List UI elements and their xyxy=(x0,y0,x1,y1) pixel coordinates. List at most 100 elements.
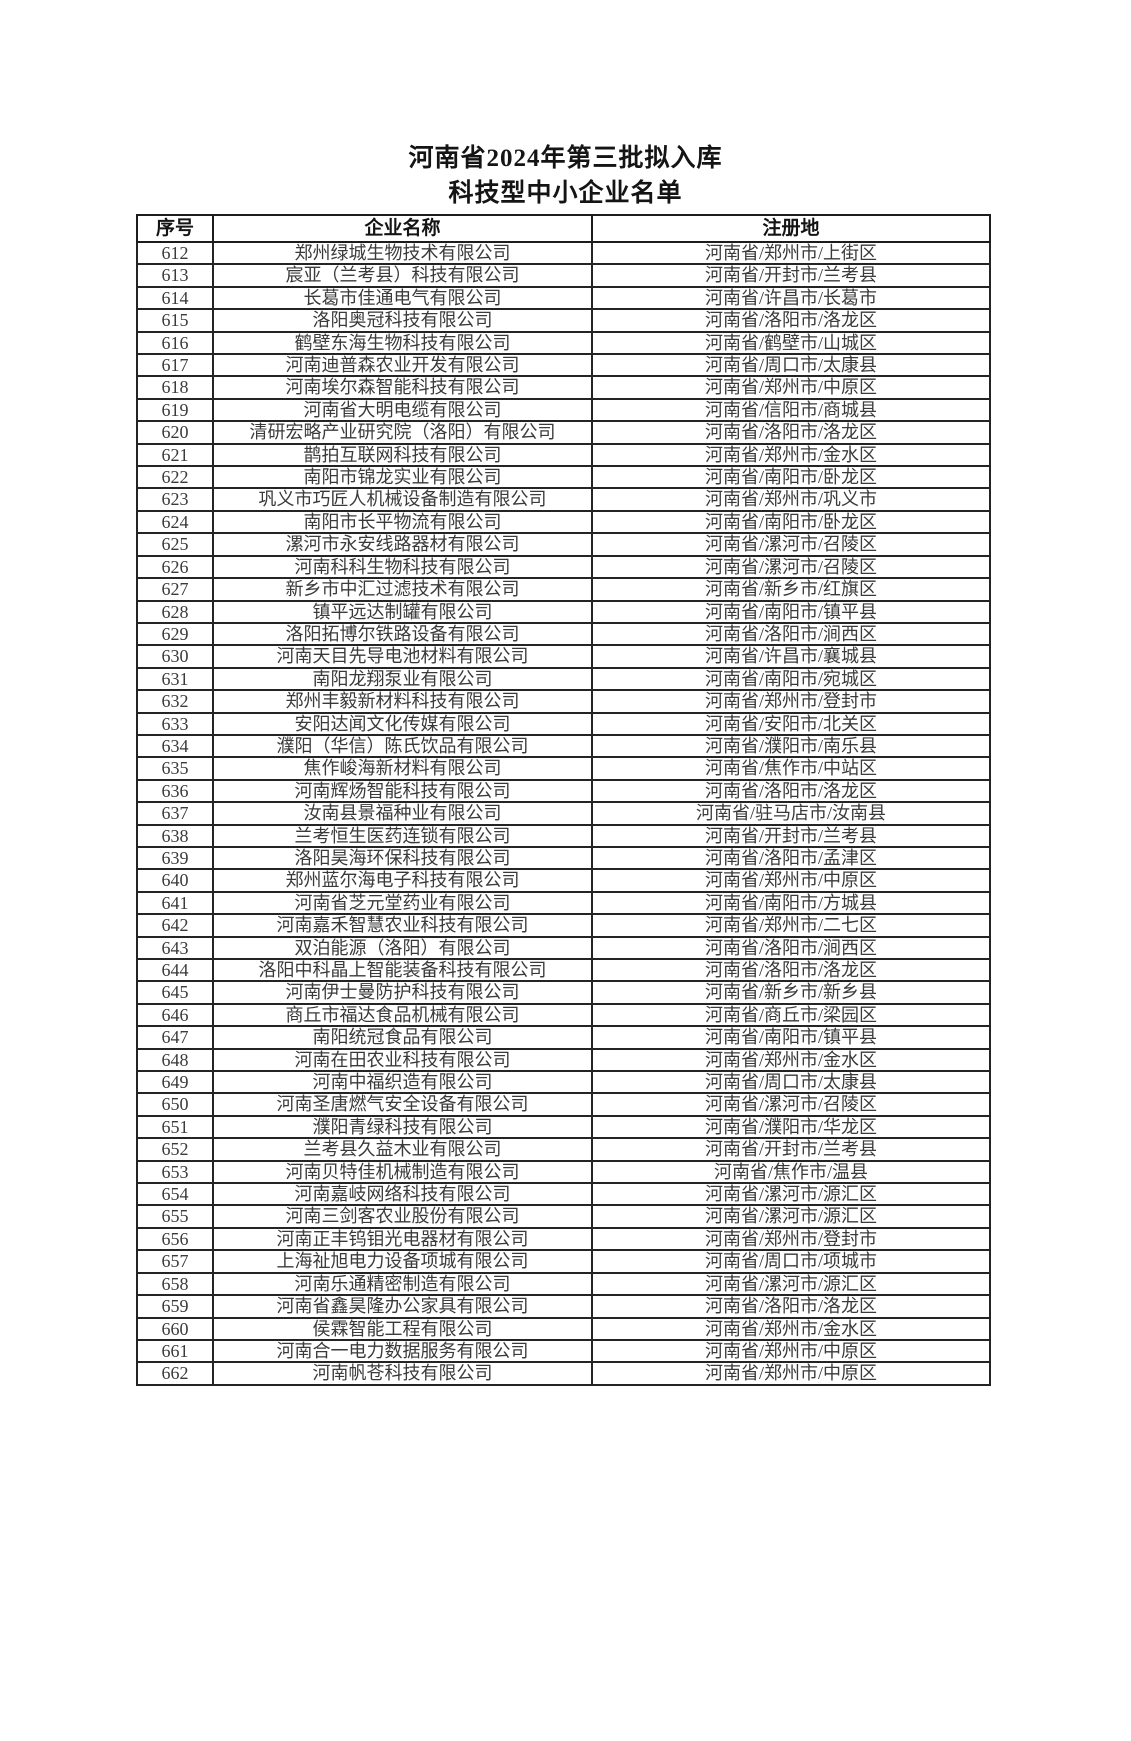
serial-number-cell: 644 xyxy=(136,957,214,983)
table-row: 631 南阳龙翔泵业有限公司 河南省/南阳市/宛城区 xyxy=(136,666,991,692)
table-row: 651 濮阳青绿科技有限公司 河南省/濮阳市/华龙区 xyxy=(136,1114,991,1140)
table-row: 653 河南贝特佳机械制造有限公司 河南省/焦作市/温县 xyxy=(136,1159,991,1185)
table-row: 661 河南合一电力数据服务有限公司 河南省/郑州市/中原区 xyxy=(136,1338,991,1364)
serial-number-cell: 661 xyxy=(136,1338,214,1364)
company-name-cell: 河南三剑客农业股份有限公司 xyxy=(212,1204,593,1229)
serial-number-cell: 641 xyxy=(136,890,214,916)
serial-number-cell: 625 xyxy=(136,532,214,557)
serial-number-cell: 647 xyxy=(136,1025,214,1050)
company-name-cell: 商丘市福达食品机械有限公司 xyxy=(212,1002,593,1028)
serial-number-cell: 635 xyxy=(136,756,214,781)
company-name-cell: 河南省大明电缆有限公司 xyxy=(212,397,593,423)
title-line-2: 科技型中小企业名单 xyxy=(448,180,683,207)
table-row: 658 河南乐通精密制造有限公司 河南省/漯河市/源汇区 xyxy=(136,1271,991,1297)
table-row: 650 河南圣唐燃气安全设备有限公司 河南省/漯河市/召陵区 xyxy=(136,1092,991,1117)
registration-place-cell: 河南省/开封市/兰考县 xyxy=(591,263,991,288)
registration-place-cell: 河南省/南阳市/方城县 xyxy=(591,890,991,916)
table-row: 628 镇平远达制罐有限公司 河南省/南阳市/镇平县 xyxy=(136,599,991,624)
serial-number-cell: 638 xyxy=(136,823,214,848)
company-name-cell: 洛阳中科晶上智能装备科技有限公司 xyxy=(212,957,593,983)
company-name-cell: 郑州绿城生物技术有限公司 xyxy=(212,240,593,266)
registration-place-cell: 河南省/新乡市/红旗区 xyxy=(591,577,991,602)
table-body: 612 郑州绿城生物技术有限公司 河南省/郑州市/上街区 613 宸亚（兰考县）科技有限… xyxy=(136,240,991,1386)
company-name-cell: 河南在田农业科技有限公司 xyxy=(212,1047,593,1073)
table-row: 627 新乡市中汇过滤技术有限公司 河南省/新乡市/红旗区 xyxy=(136,577,991,602)
company-name-cell: 汝南县景福种业有限公司 xyxy=(212,801,593,826)
table-row: 623 巩义市巧匠人机械设备制造有限公司 河南省/郑州市/巩义市 xyxy=(136,487,991,512)
table-row: 616 鹤壁东海生物科技有限公司 河南省/鹤壁市/山城区 xyxy=(136,330,991,356)
serial-number-cell: 636 xyxy=(136,778,214,804)
company-name-cell: 河南伊士曼防护科技有限公司 xyxy=(212,980,593,1005)
company-name-cell: 洛阳奥冠科技有限公司 xyxy=(212,308,593,333)
serial-number-cell: 633 xyxy=(136,711,214,736)
company-name-cell: 河南天目先导电池材料有限公司 xyxy=(212,644,593,669)
registration-place-cell: 河南省/濮阳市/华龙区 xyxy=(591,1114,991,1140)
serial-number-cell: 652 xyxy=(136,1137,214,1162)
company-name-cell: 河南迪普森农业开发有限公司 xyxy=(212,353,593,378)
table-row: 620 清研宏略产业研究院（洛阳）有限公司 河南省/洛阳市/洛龙区 xyxy=(136,420,991,445)
registration-place-cell: 河南省/焦作市/中站区 xyxy=(591,756,991,781)
company-name-cell: 长葛市佳通电气有限公司 xyxy=(212,285,593,311)
company-name-cell: 郑州蓝尔海电子科技有限公司 xyxy=(212,868,593,893)
registration-place-cell: 河南省/洛阳市/洛龙区 xyxy=(591,778,991,804)
table-row: 630 河南天目先导电池材料有限公司 河南省/许昌市/襄城县 xyxy=(136,644,991,669)
company-name-cell: 河南省芝元堂药业有限公司 xyxy=(212,890,593,916)
serial-number-cell: 646 xyxy=(136,1002,214,1028)
company-name-cell: 河南圣唐燃气安全设备有限公司 xyxy=(212,1092,593,1117)
table-row: 638 兰考恒生医药连锁有限公司 河南省/开封市/兰考县 xyxy=(136,823,991,848)
company-name-cell: 安阳达闻文化传媒有限公司 xyxy=(212,711,593,736)
registration-place-cell: 河南省/南阳市/宛城区 xyxy=(591,666,991,692)
company-name-cell: 河南贝特佳机械制造有限公司 xyxy=(212,1159,593,1185)
company-name-cell: 河南乐通精密制造有限公司 xyxy=(212,1271,593,1297)
registration-place-cell: 河南省/郑州市/上街区 xyxy=(591,240,991,266)
company-name-cell: 上海祉旭电力设备项城有限公司 xyxy=(212,1249,593,1274)
serial-number-cell: 620 xyxy=(136,420,214,445)
registration-place-cell: 河南省/洛阳市/孟津区 xyxy=(591,845,991,871)
registration-place-cell: 河南省/焦作市/温县 xyxy=(591,1159,991,1185)
company-name-cell: 河南嘉禾智慧农业科技有限公司 xyxy=(212,913,593,938)
table-row: 642 河南嘉禾智慧农业科技有限公司 河南省/郑州市/二七区 xyxy=(136,913,991,938)
table-row: 655 河南三剑客农业股份有限公司 河南省/漯河市/源汇区 xyxy=(136,1204,991,1229)
serial-number-cell: 660 xyxy=(136,1316,214,1341)
registration-place-cell: 河南省/郑州市/二七区 xyxy=(591,913,991,938)
table-row: 640 郑州蓝尔海电子科技有限公司 河南省/郑州市/中原区 xyxy=(136,868,991,893)
table-row: 660 侯霖智能工程有限公司 河南省/郑州市/金水区 xyxy=(136,1316,991,1341)
registration-place-cell: 河南省/漯河市/召陵区 xyxy=(591,554,991,580)
table-row: 614 长葛市佳通电气有限公司 河南省/许昌市/长葛市 xyxy=(136,285,991,311)
registration-place-cell: 河南省/安阳市/北关区 xyxy=(591,711,991,736)
company-name-cell: 河南合一电力数据服务有限公司 xyxy=(212,1338,593,1364)
registration-place-cell: 河南省/许昌市/襄城县 xyxy=(591,644,991,669)
registration-place-cell: 河南省/开封市/兰考县 xyxy=(591,1137,991,1162)
serial-number-cell: 632 xyxy=(136,689,214,714)
table-row: 643 双泊能源（洛阳）有限公司 河南省/洛阳市/涧西区 xyxy=(136,935,991,961)
registration-place-cell: 河南省/南阳市/卧龙区 xyxy=(591,465,991,490)
serial-number-cell: 613 xyxy=(136,263,214,288)
company-name-cell: 漯河市永安线路器材有限公司 xyxy=(212,532,593,557)
company-name-cell: 河南正丰钨钼光电器材有限公司 xyxy=(212,1226,593,1252)
company-name-cell: 河南辉炀智能科技有限公司 xyxy=(212,778,593,804)
table-row: 625 漯河市永安线路器材有限公司 河南省/漯河市/召陵区 xyxy=(136,532,991,557)
registration-place-cell: 河南省/洛阳市/洛龙区 xyxy=(591,1294,991,1319)
serial-number-cell: 612 xyxy=(136,240,214,266)
registration-place-cell: 河南省/漯河市/源汇区 xyxy=(591,1271,991,1297)
table-row: 635 焦作峻海新材料有限公司 河南省/焦作市/中站区 xyxy=(136,756,991,781)
registration-place-cell: 河南省/洛阳市/洛龙区 xyxy=(591,308,991,333)
serial-number-cell: 650 xyxy=(136,1092,214,1117)
table-row: 636 河南辉炀智能科技有限公司 河南省/洛阳市/洛龙区 xyxy=(136,778,991,804)
company-name-cell: 河南嘉岐网络科技有限公司 xyxy=(212,1182,593,1207)
company-name-cell: 南阳市锦龙实业有限公司 xyxy=(212,465,593,490)
table-row: 646 商丘市福达食品机械有限公司 河南省/商丘市/梁园区 xyxy=(136,1002,991,1028)
registration-place-cell: 河南省/鹤壁市/山城区 xyxy=(591,330,991,356)
registration-place-cell: 河南省/郑州市/金水区 xyxy=(591,1316,991,1341)
serial-number-cell: 645 xyxy=(136,980,214,1005)
serial-number-cell: 621 xyxy=(136,442,214,468)
serial-number-cell: 651 xyxy=(136,1114,214,1140)
table-row: 644 洛阳中科晶上智能装备科技有限公司 河南省/洛阳市/洛龙区 xyxy=(136,957,991,983)
company-name-cell: 鹊拍互联网科技有限公司 xyxy=(212,442,593,468)
table-row: 647 南阳统冠食品有限公司 河南省/南阳市/镇平县 xyxy=(136,1025,991,1050)
registration-place-cell: 河南省/郑州市/金水区 xyxy=(591,442,991,468)
serial-number-cell: 643 xyxy=(136,935,214,961)
document-title: 河南省2024年第三批拟入库 科技型中小企业名单 xyxy=(0,141,1131,211)
serial-number-cell: 616 xyxy=(136,330,214,356)
company-name-cell: 新乡市中汇过滤技术有限公司 xyxy=(212,577,593,602)
